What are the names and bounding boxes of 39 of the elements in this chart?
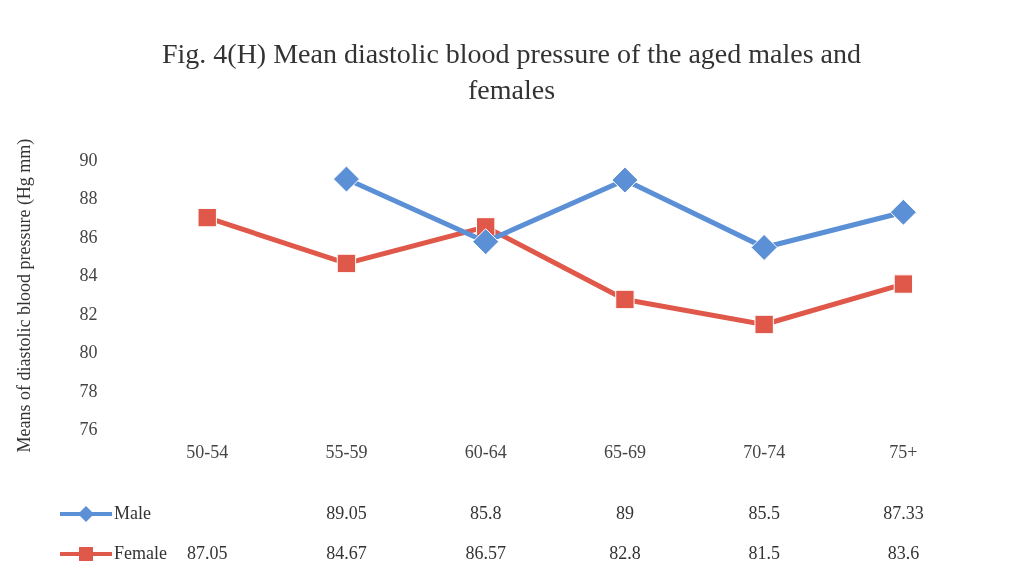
data-label: 89.05: [326, 502, 367, 523]
point: [336, 253, 357, 274]
x-tick-label: 75+: [889, 441, 918, 462]
point: [893, 274, 914, 294]
point: [611, 166, 639, 194]
point: [615, 289, 635, 310]
data-label: 85.5: [748, 502, 780, 523]
x-tick-label: 50-54: [186, 441, 229, 462]
legend-label: Female: [114, 542, 167, 563]
point: [472, 228, 500, 256]
x-tick-label: 70-74: [743, 441, 786, 462]
x-tick-label: 65-69: [603, 441, 646, 462]
chart-title: Fig. 4(H) Mean diastolic blood pressure of the aged males and females: [160, 37, 862, 107]
point: [332, 165, 360, 193]
y-tick-label: 90: [79, 149, 98, 170]
x-tick-label: 60-64: [464, 441, 507, 462]
y-axis-title: Means of diastolic blood pressure (Hg mm): [13, 138, 35, 453]
y-tick-label: 86: [79, 226, 98, 247]
data-label: 87.05: [186, 542, 228, 563]
data-label: 87.33: [883, 502, 924, 523]
point: [750, 233, 778, 261]
y-tick-label: 82: [79, 303, 98, 324]
y-tick-label: 88: [79, 188, 98, 209]
point: [754, 314, 774, 335]
point: [197, 207, 217, 228]
data-label: 89: [615, 502, 634, 523]
y-tick-label: 78: [79, 380, 98, 401]
data-label: 86.57: [465, 542, 506, 563]
y-tick-label: 76: [79, 419, 98, 440]
y-tick-label: 84: [79, 265, 98, 286]
point: [889, 198, 917, 226]
data-label: 81.5: [748, 542, 780, 563]
data-label: 85.8: [469, 502, 502, 523]
data-label: 83.6: [887, 542, 920, 563]
data-label: 82.8: [609, 542, 641, 563]
data-label: 84.67: [326, 542, 367, 563]
legend-label: Male: [114, 502, 151, 523]
y-tick-label: 80: [79, 342, 98, 363]
x-tick-label: 55-59: [325, 441, 368, 462]
